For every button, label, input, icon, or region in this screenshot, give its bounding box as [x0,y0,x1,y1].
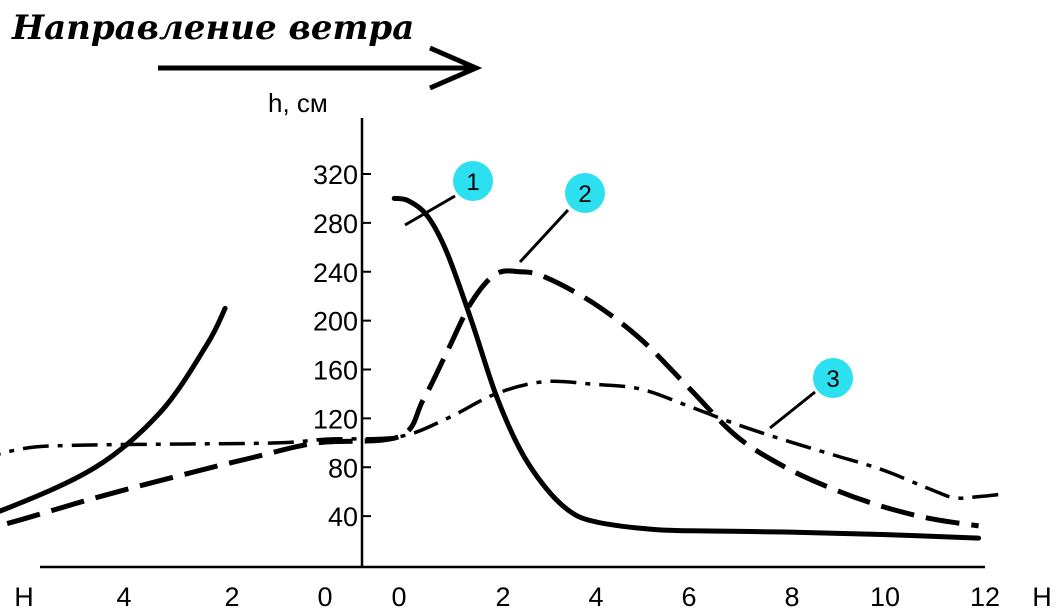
y-tick-label: 160 [313,356,358,386]
x-tick-label-leeward: 0 [391,582,406,612]
x-tick-label-windward: 4 [116,582,131,612]
series-3-line [0,379,1003,500]
series-2-line [0,268,979,529]
y-tick-label: 80 [328,453,358,483]
badge-1 [453,161,493,201]
badge-2 [565,173,605,213]
series-1-line-leeward [391,195,982,541]
x-tick-label-leeward: 6 [681,582,696,612]
badge-3-leader [769,390,816,430]
badge-1-leader [404,194,456,227]
y-tick-label: 40 [328,502,358,532]
series-1-line-windward [0,305,228,514]
y-tick-label: 280 [313,209,358,239]
x-end-label-left: Н [14,582,34,612]
wind-direction-title: Направление ветра [12,8,415,48]
y-axis-label: h, см [268,88,328,118]
y-tick-label: 200 [313,307,358,337]
x-tick-label-leeward: 10 [870,582,900,612]
x-tick-label-windward: 2 [224,582,239,612]
series-layer [0,195,1003,541]
x-tick-label-windward: 0 [317,582,332,612]
y-tick-label: 320 [313,160,358,190]
badge-1-label: 1 [466,169,479,196]
badge-3 [813,358,853,398]
x-tick-label-leeward: 4 [588,582,603,612]
x-tick-label-leeward: 2 [495,582,510,612]
x-tick-label-leeward: 8 [784,582,799,612]
badge-2-label: 2 [578,181,591,208]
x-tick-label-leeward: 12 [970,582,1000,612]
badge-3-label: 3 [826,366,839,393]
wind-arrow-icon [158,45,483,91]
x-end-label-right: Н [1032,582,1052,612]
y-tick-label: 240 [313,258,358,288]
badge-2-leader [518,208,570,264]
series-badges: 1 2 3 [404,161,853,430]
y-tick-label: 120 [313,404,358,434]
